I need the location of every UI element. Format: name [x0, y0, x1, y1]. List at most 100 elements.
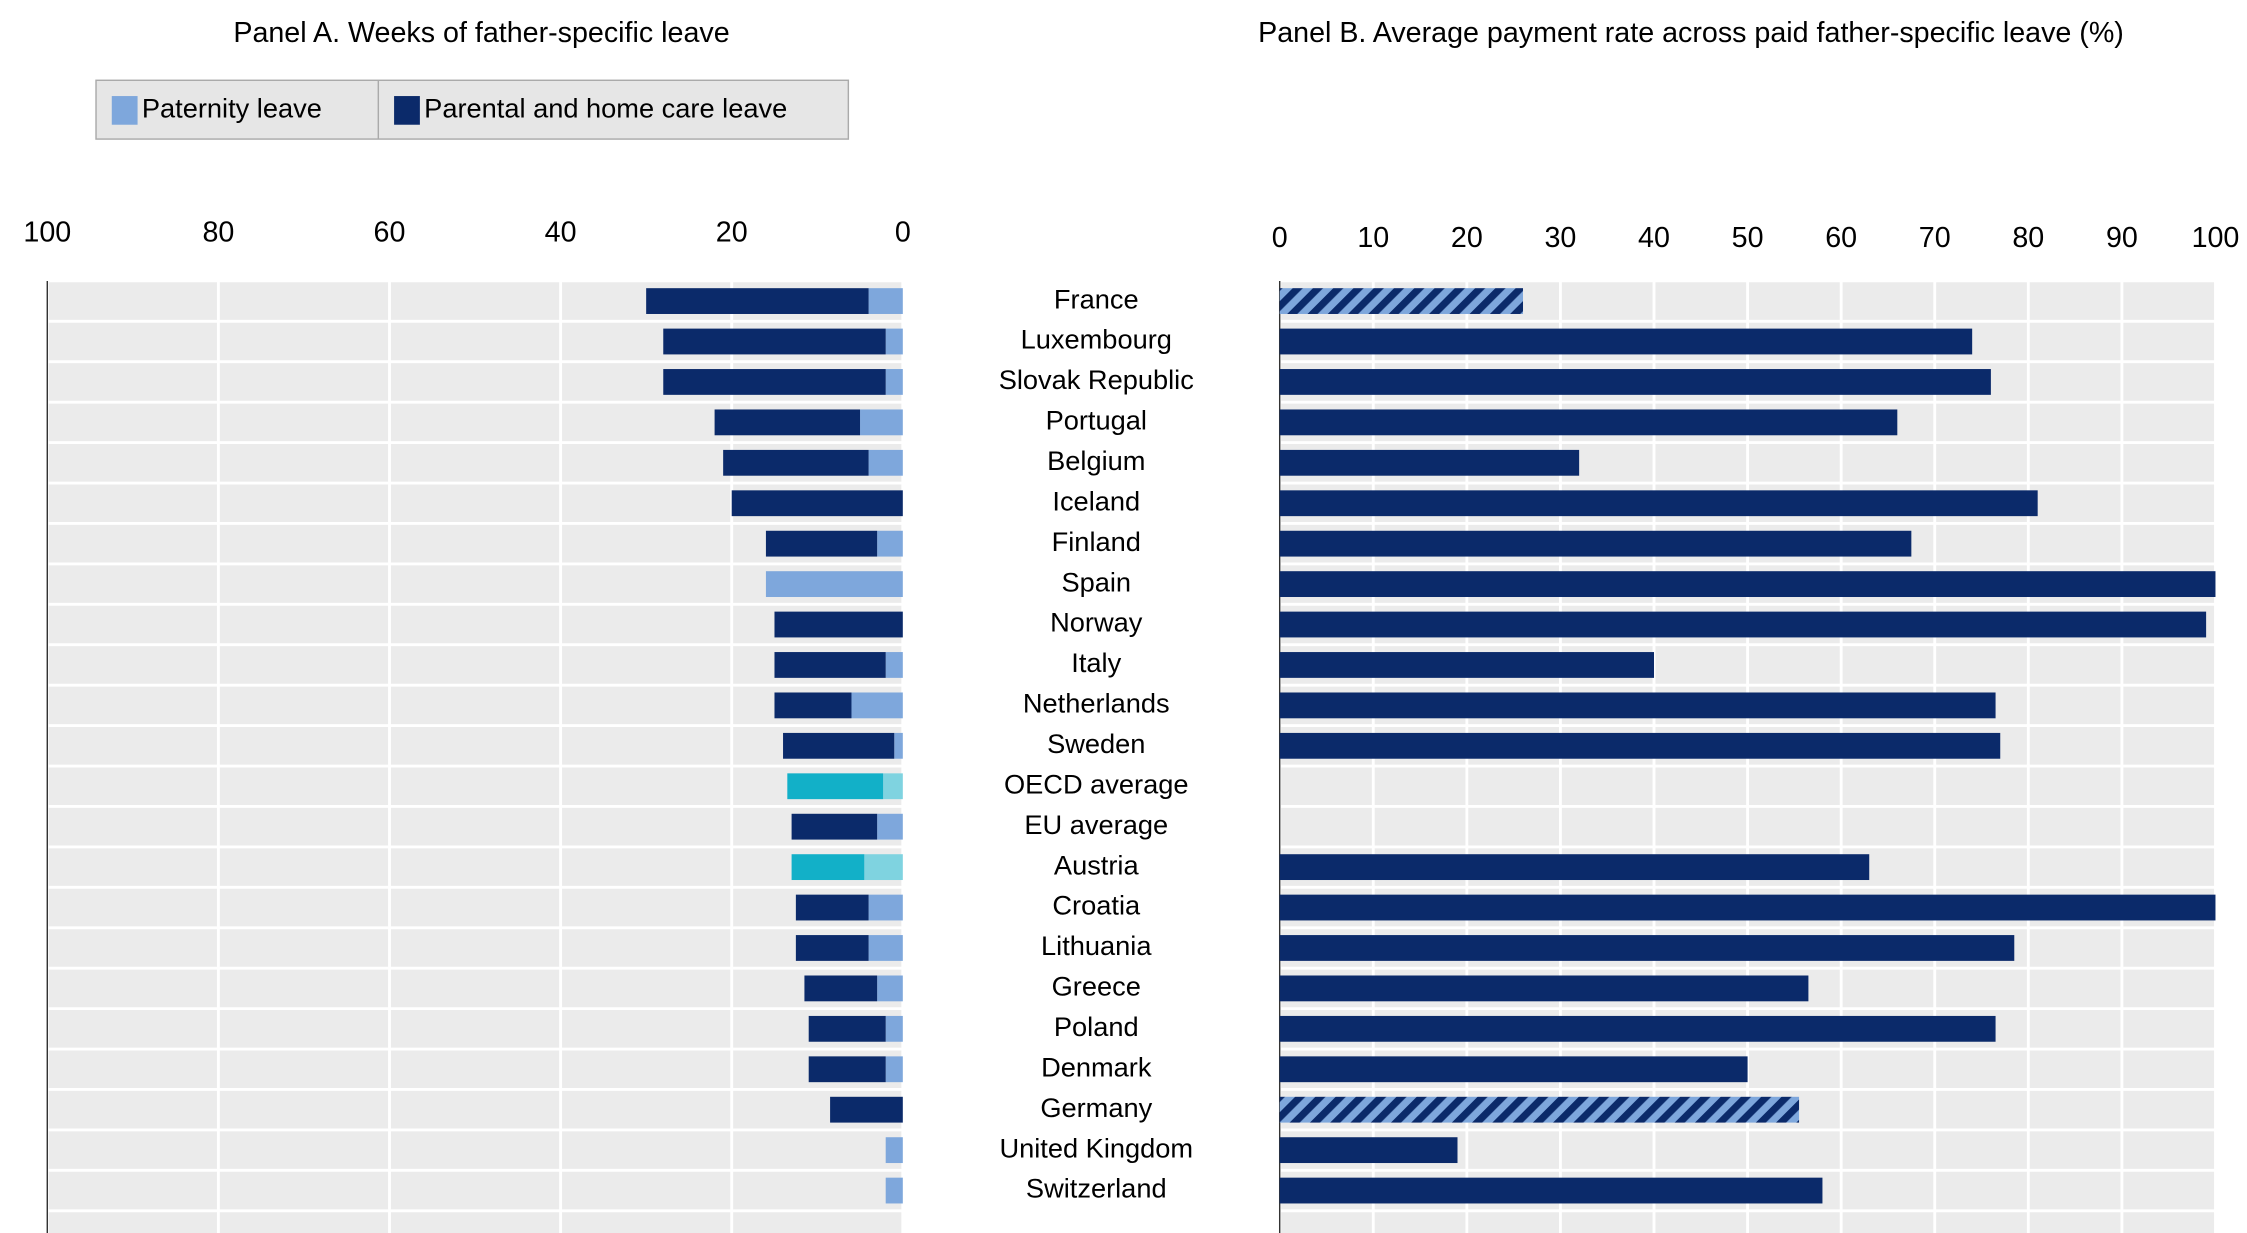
category-label: Germany — [1040, 1092, 1152, 1123]
bar-segment — [885, 1177, 903, 1204]
bar-segment — [791, 813, 878, 840]
legend-label: Paternity leave — [142, 93, 322, 124]
bar-segment — [851, 692, 903, 719]
bar-segment — [765, 530, 878, 557]
bar-segment — [868, 894, 903, 921]
category-label: Poland — [1054, 1011, 1139, 1042]
legend-label: Parental and home care leave — [424, 93, 787, 124]
category-label: Spain — [1061, 566, 1131, 597]
bar-segment — [663, 369, 886, 395]
category-label: Norway — [1050, 607, 1143, 638]
bar — [1279, 449, 1580, 476]
bar — [1279, 894, 2216, 921]
category-label: Slovak Republic — [999, 364, 1194, 395]
bar-segment — [791, 854, 865, 881]
x-tick-label: 70 — [1919, 222, 1951, 254]
bar-segment — [774, 611, 903, 638]
bar-segment — [885, 1056, 903, 1083]
bar — [1279, 611, 2207, 638]
legend-swatch — [111, 96, 138, 125]
bar-segment — [646, 288, 869, 314]
x-tick-label: 40 — [545, 216, 577, 248]
bar-segment — [877, 975, 903, 1002]
x-tick-label: 0 — [1272, 222, 1288, 254]
plot-background — [47, 281, 903, 1233]
bar-segment — [894, 732, 903, 759]
bar — [1279, 530, 1912, 557]
panel-a-title: Panel A. Weeks of father-specific leave — [233, 17, 729, 49]
bar-segment — [883, 773, 903, 800]
bar — [1279, 1056, 1748, 1083]
bar — [1279, 1137, 1458, 1164]
category-label: Italy — [1071, 647, 1121, 678]
bar-segment — [774, 692, 852, 719]
bar — [1279, 935, 2015, 961]
x-tick-label: 0 — [895, 216, 911, 248]
legend-box — [95, 79, 850, 140]
x-tick-label: 80 — [202, 216, 234, 248]
x-tick-label: 80 — [2012, 222, 2044, 254]
x-tick-label: 60 — [374, 216, 406, 248]
category-label: Belgium — [1047, 445, 1145, 476]
category-label: Iceland — [1052, 485, 1140, 516]
bar — [1279, 288, 1524, 314]
category-label: Switzerland — [1026, 1173, 1167, 1204]
x-tick-label: 60 — [1825, 222, 1857, 254]
bar — [1279, 1096, 1800, 1123]
category-label: Denmark — [1041, 1051, 1152, 1082]
bar — [1279, 1177, 1823, 1204]
bar-segment — [885, 652, 903, 678]
bar-segment — [795, 935, 869, 961]
bar-segment — [808, 1056, 886, 1083]
bar — [1279, 854, 1870, 881]
bar-segment — [885, 1015, 903, 1042]
category-label: Lithuania — [1041, 930, 1152, 961]
category-label: OECD average — [1004, 768, 1189, 799]
x-tick-label: 50 — [1732, 222, 1764, 254]
bar — [1279, 692, 1996, 719]
category-label: Croatia — [1052, 890, 1141, 921]
bar-segment — [877, 530, 903, 557]
bar-segment — [868, 935, 903, 961]
x-tick-label: 20 — [1451, 222, 1483, 254]
bar — [1279, 732, 2001, 759]
category-label: Finland — [1052, 526, 1141, 557]
bar-segment — [765, 571, 903, 598]
bar-segment — [787, 773, 884, 800]
x-tick-label: 20 — [716, 216, 748, 248]
bar-segment — [885, 1137, 903, 1164]
bar — [1279, 1015, 1996, 1042]
bar-segment — [808, 1015, 886, 1042]
category-label: Netherlands — [1023, 688, 1170, 719]
bar — [1279, 571, 2216, 598]
x-tick-label: 100 — [23, 216, 71, 248]
category-label: Luxembourg — [1021, 324, 1172, 355]
bar-segment — [868, 449, 903, 476]
x-tick-label: 10 — [1357, 222, 1389, 254]
bar-segment — [783, 732, 895, 759]
x-tick-label: 90 — [2106, 222, 2138, 254]
bar-segment — [868, 288, 903, 314]
x-tick-label: 30 — [1544, 222, 1576, 254]
bar-segment — [864, 854, 903, 881]
category-label: Greece — [1052, 971, 1141, 1002]
bar-segment — [723, 449, 869, 476]
bar-segment — [860, 409, 903, 436]
bar — [1279, 975, 1809, 1002]
bar-segment — [795, 894, 869, 921]
legend-swatch — [394, 96, 420, 125]
category-label: EU average — [1024, 809, 1168, 840]
bar — [1279, 328, 1973, 355]
bar — [1279, 652, 1655, 678]
bar — [1279, 490, 2038, 517]
bar — [1279, 369, 1991, 395]
bar-segment — [714, 409, 861, 436]
bar-segment — [877, 813, 903, 840]
bar-segment — [830, 1096, 903, 1123]
panel-b-title: Panel B. Average payment rate across pai… — [1258, 17, 2124, 49]
bar-segment — [885, 328, 903, 355]
bar — [1279, 409, 1898, 436]
category-label: Portugal — [1046, 405, 1147, 436]
bar-segment — [804, 975, 878, 1002]
